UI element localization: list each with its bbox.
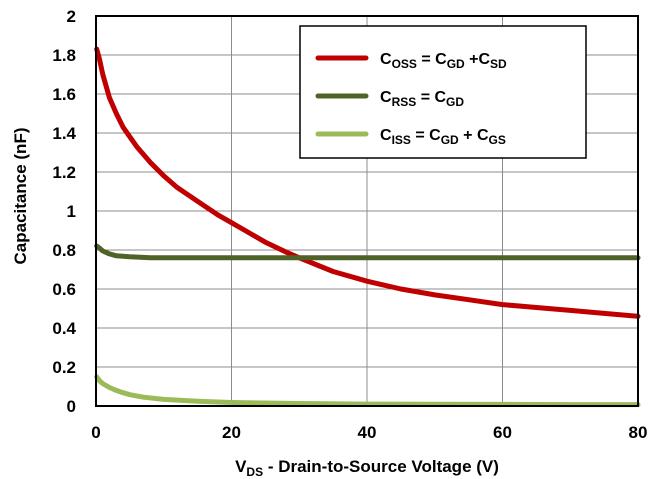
y-tick-label: 2 [67,7,76,26]
legend-label-part: = C [416,89,446,106]
x-axis-title: VDS - Drain-to-Source Voltage (V) [235,457,499,479]
legend-label-part: + C [459,127,489,144]
y-tick-label: 0.2 [52,358,76,377]
legend-label-part: = C [417,51,447,68]
y-tick-label: 1 [67,202,76,221]
legend-label-part: GD [447,57,465,71]
y-tick-label: 0.6 [52,280,76,299]
legend-label-part: C [380,89,392,106]
legend-label-part: GS [489,133,506,147]
legend-label-3: CISS = CGD + CGS [380,127,506,147]
legend-label-part: GD [446,95,464,109]
series-line-3 [94,374,641,408]
x-tick-label: 20 [222,423,241,442]
y-tick-label: 1.4 [52,124,76,143]
legend-label-part: SD [490,57,507,71]
legend-label-part: C [380,51,392,68]
x-axis-title-rest: - Drain-to-Source Voltage (V) [263,457,499,476]
x-axis-title-subscript: DS [246,465,263,479]
y-tick-label: 1.2 [52,163,76,182]
y-tick-label: 0.4 [52,319,76,338]
x-tick-label: 60 [493,423,512,442]
x-tick-labels: 0 20 40 60 80 [91,423,647,442]
x-axis-title-main: V [235,457,247,476]
y-tick-labels: 0 0.2 0.4 0.6 0.8 1 1.2 1.4 1.6 1.8 2 [52,7,76,416]
y-tick-label: 1.8 [52,46,76,65]
legend-box [299,25,587,159]
y-tick-label: 1.6 [52,85,76,104]
legend-label-part: +C [465,51,491,68]
legend-label-2: CRSS = CGD [380,89,464,109]
series-line-1 [94,46,641,319]
plot-frame [95,15,639,407]
legend-label-part: GD [441,133,459,147]
legend-label-part: ISS [392,133,411,147]
x-tick-label: 80 [629,423,648,442]
x-tick-label: 40 [358,423,377,442]
legend-label-1: COSS = CGD +CSD [380,51,507,71]
y-tick-label: 0 [67,397,76,416]
legend-label-part: C [380,127,392,144]
legend-label-part: OSS [392,57,417,71]
legend-label-part: RSS [392,95,417,109]
y-axis-title: Capacitance (nF) [11,128,30,265]
y-tick-label: 0.8 [52,241,76,260]
series-line-2 [94,243,641,261]
series-lines [94,46,641,408]
x-tick-label: 0 [91,423,100,442]
legend-label-part: = C [411,127,441,144]
